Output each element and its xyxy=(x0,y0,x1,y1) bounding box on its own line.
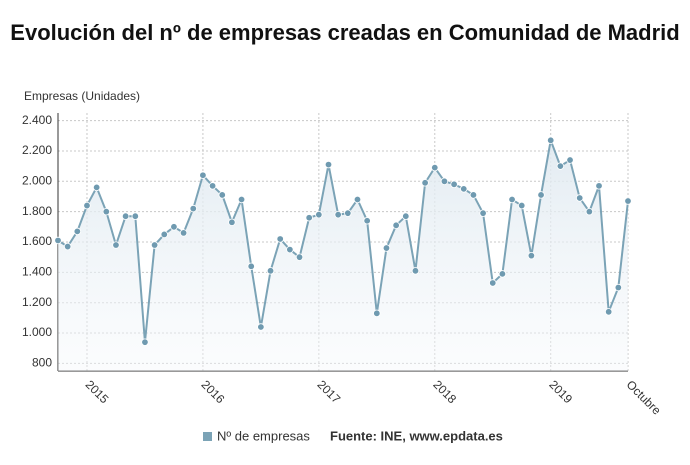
point xyxy=(199,171,207,179)
point xyxy=(411,267,420,275)
line xyxy=(57,136,629,343)
y-tick-label: 800 xyxy=(32,356,52,370)
point xyxy=(575,194,584,202)
point xyxy=(450,180,458,189)
point xyxy=(324,160,333,169)
x-tick-label: Octubre xyxy=(624,377,664,417)
point xyxy=(63,242,72,251)
legend-swatch xyxy=(203,432,212,441)
point xyxy=(295,253,304,261)
point xyxy=(228,218,236,226)
point xyxy=(498,270,507,278)
point xyxy=(537,191,545,199)
point xyxy=(547,136,555,145)
point xyxy=(518,201,526,210)
point xyxy=(189,204,197,213)
point xyxy=(604,308,613,316)
point xyxy=(527,251,536,260)
point xyxy=(305,214,313,222)
point xyxy=(266,267,275,275)
point xyxy=(382,244,391,252)
point xyxy=(83,201,91,210)
point xyxy=(402,212,410,220)
point xyxy=(247,262,255,270)
point xyxy=(141,338,149,346)
point xyxy=(334,210,342,219)
point xyxy=(566,156,574,164)
y-tick-label: 2.400 xyxy=(22,113,52,127)
source: Fuente: INE, www.epdata.es xyxy=(330,428,503,443)
y-tick-label: 1.200 xyxy=(22,295,52,309)
point xyxy=(373,309,381,318)
y-tick-label: 2.000 xyxy=(22,173,52,187)
point xyxy=(276,235,284,243)
point xyxy=(54,236,62,245)
x-tick-label: 2018 xyxy=(430,377,459,406)
point xyxy=(479,209,487,217)
area xyxy=(58,140,628,371)
point xyxy=(363,217,371,225)
x-tick-label: 2017 xyxy=(314,377,343,406)
y-axis-label: Empresas (Unidades) xyxy=(24,89,140,103)
point xyxy=(440,177,449,185)
point xyxy=(585,207,594,216)
point xyxy=(73,227,82,236)
point xyxy=(489,279,497,287)
point xyxy=(170,223,178,231)
point xyxy=(257,323,265,331)
point xyxy=(460,185,468,193)
point xyxy=(102,207,111,216)
point xyxy=(431,163,439,172)
y-tick-label: 1.000 xyxy=(22,325,52,339)
x-tick-label: 2015 xyxy=(83,377,112,406)
point xyxy=(614,283,623,292)
y-tick-label: 2.200 xyxy=(22,143,52,157)
point xyxy=(595,182,603,190)
point xyxy=(508,195,516,204)
point xyxy=(237,195,246,204)
point xyxy=(121,212,130,220)
point xyxy=(160,230,168,239)
point xyxy=(286,245,294,254)
point xyxy=(150,241,159,249)
point xyxy=(392,221,400,230)
x-tick-label: 2016 xyxy=(199,377,228,406)
point xyxy=(315,210,323,219)
y-tick-label: 1.600 xyxy=(22,234,52,248)
point xyxy=(556,162,565,170)
point xyxy=(179,229,188,237)
point xyxy=(218,191,226,199)
legend-label: Nº de empresas xyxy=(217,428,310,443)
point xyxy=(469,191,478,199)
point xyxy=(624,197,632,205)
y-tick-label: 1.800 xyxy=(22,204,52,218)
point xyxy=(353,195,362,204)
point xyxy=(131,212,139,220)
point xyxy=(92,183,101,192)
point xyxy=(112,241,120,249)
point xyxy=(344,209,352,217)
point xyxy=(421,179,429,187)
chart-title: Evolución del nº de empresas creadas en … xyxy=(10,20,679,45)
x-tick-label: 2019 xyxy=(546,377,575,406)
point xyxy=(208,182,217,190)
y-tick-label: 1.400 xyxy=(22,265,52,279)
